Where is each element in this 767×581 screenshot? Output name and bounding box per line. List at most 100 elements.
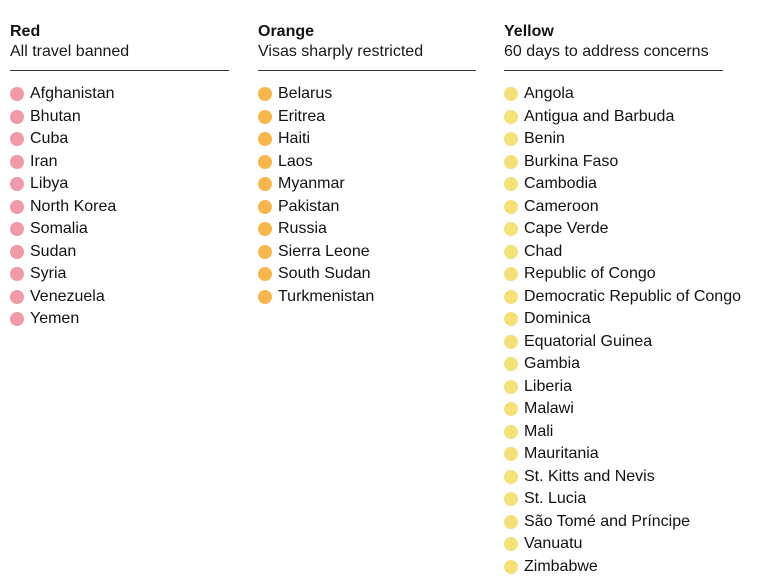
list-item: Cameroon xyxy=(504,196,723,219)
country-name: Republic of Congo xyxy=(524,265,656,283)
status-dot-icon xyxy=(258,87,272,102)
status-dot-icon xyxy=(10,154,24,169)
status-dot-icon xyxy=(10,109,24,124)
column-red: Red All travel banned Afghanistan Bhutan C… xyxy=(10,22,229,331)
country-name: Cameroon xyxy=(524,197,599,215)
country-name: Zimbabwe xyxy=(524,557,598,575)
country-name: Sudan xyxy=(30,242,77,260)
status-dot-icon xyxy=(10,177,24,192)
list-item: Belarus xyxy=(258,83,476,106)
column-subtitle: Visas sharply restricted xyxy=(258,43,424,60)
country-name: Bhutan xyxy=(30,107,81,125)
status-dot-icon xyxy=(258,267,272,282)
list-item: Equatorial Guinea xyxy=(504,331,723,354)
country-name: Venezuela xyxy=(30,287,105,305)
column-header: Red All travel banned xyxy=(10,22,229,71)
column-title: Yellow xyxy=(504,23,554,40)
status-dot-icon xyxy=(504,312,518,327)
list-item: Sierra Leone xyxy=(258,241,476,264)
country-name: St. Kitts and Nevis xyxy=(524,467,655,485)
country-name: South Sudan xyxy=(278,265,371,283)
column-header: Yellow 60 days to address concerns xyxy=(504,22,723,71)
list-item: Liberia xyxy=(504,376,723,399)
status-dot-icon xyxy=(10,132,24,147)
status-dot-icon xyxy=(504,154,518,169)
list-item: Haiti xyxy=(258,128,476,151)
list-item: Russia xyxy=(258,218,476,241)
country-name: Somalia xyxy=(30,220,88,238)
country-name: Malawi xyxy=(524,400,574,418)
country-name: Cape Verde xyxy=(524,220,609,238)
list-item: Venezuela xyxy=(10,286,229,309)
country-name: São Tomé and Príncipe xyxy=(524,512,691,530)
status-dot-icon xyxy=(504,514,518,529)
country-name: Vanuatu xyxy=(524,535,583,553)
list-item: South Sudan xyxy=(258,263,476,286)
status-dot-icon xyxy=(504,469,518,484)
list-item: Democratic Republic of Congo xyxy=(504,286,741,309)
list-item: Burkina Faso xyxy=(504,151,723,174)
list-item: Angola xyxy=(504,83,723,106)
status-dot-icon xyxy=(504,267,518,282)
country-name: Yemen xyxy=(30,310,80,328)
list-item: Eritrea xyxy=(258,106,476,129)
country-name: Benin xyxy=(524,130,565,148)
country-name: Turkmenistan xyxy=(278,287,375,305)
list-item: Libya xyxy=(10,173,229,196)
list-item: Somalia xyxy=(10,218,229,241)
country-name: Mauritania xyxy=(524,445,599,463)
list-item: Turkmenistan xyxy=(258,286,476,309)
country-list-yellow: Angola Antigua and Barbuda Benin Burkina Fa… xyxy=(504,83,741,578)
list-item: Pakistan xyxy=(258,196,476,219)
status-dot-icon xyxy=(258,244,272,259)
column-subtitle: All travel banned xyxy=(10,43,130,60)
country-name: Sierra Leone xyxy=(278,242,370,260)
status-dot-icon xyxy=(504,222,518,237)
status-dot-icon xyxy=(504,402,518,417)
list-item: Iran xyxy=(10,151,229,174)
status-dot-icon xyxy=(504,87,518,102)
column-header: Orange Visas sharply restricted xyxy=(258,22,476,71)
status-dot-icon xyxy=(10,199,24,214)
status-dot-icon xyxy=(258,109,272,124)
country-name: Liberia xyxy=(524,377,573,395)
list-item: Gambia xyxy=(504,353,723,376)
list-item: Mauritania xyxy=(504,443,723,466)
list-item: Sudan xyxy=(10,241,229,264)
list-item: Benin xyxy=(504,128,723,151)
status-dot-icon xyxy=(504,334,518,349)
country-name: St. Lucia xyxy=(524,490,587,508)
country-name: Gambia xyxy=(524,355,581,373)
status-dot-icon xyxy=(504,177,518,192)
list-item: Antigua and Barbuda xyxy=(504,106,723,129)
list-item: São Tomé and Príncipe xyxy=(504,511,723,534)
country-name: Cambodia xyxy=(524,175,597,193)
country-name: Democratic Republic of Congo xyxy=(524,287,741,305)
status-dot-icon xyxy=(258,289,272,304)
status-dot-icon xyxy=(504,109,518,124)
status-dot-icon xyxy=(504,244,518,259)
list-item: Cambodia xyxy=(504,173,723,196)
column-subtitle: 60 days to address concerns xyxy=(504,43,709,60)
country-name: Haiti xyxy=(278,130,311,148)
list-item: St. Lucia xyxy=(504,488,723,511)
list-item: Syria xyxy=(10,263,229,286)
list-item: Laos xyxy=(258,151,476,174)
status-dot-icon xyxy=(504,447,518,462)
status-dot-icon xyxy=(504,357,518,372)
list-item: Republic of Congo xyxy=(504,263,723,286)
country-name: Libya xyxy=(30,175,69,193)
country-name: Chad xyxy=(524,242,563,260)
column-yellow: Yellow 60 days to address concerns Angol… xyxy=(504,22,741,578)
list-item: Malawi xyxy=(504,398,723,421)
status-dot-icon xyxy=(10,244,24,259)
status-dot-icon xyxy=(504,132,518,147)
status-dot-icon xyxy=(504,559,518,574)
country-name: Laos xyxy=(278,152,313,170)
country-name: Pakistan xyxy=(278,197,340,215)
country-name: Afghanistan xyxy=(30,85,115,103)
country-name: North Korea xyxy=(30,197,117,215)
status-dot-icon xyxy=(10,267,24,282)
status-dot-icon xyxy=(504,424,518,439)
status-dot-icon xyxy=(504,492,518,507)
